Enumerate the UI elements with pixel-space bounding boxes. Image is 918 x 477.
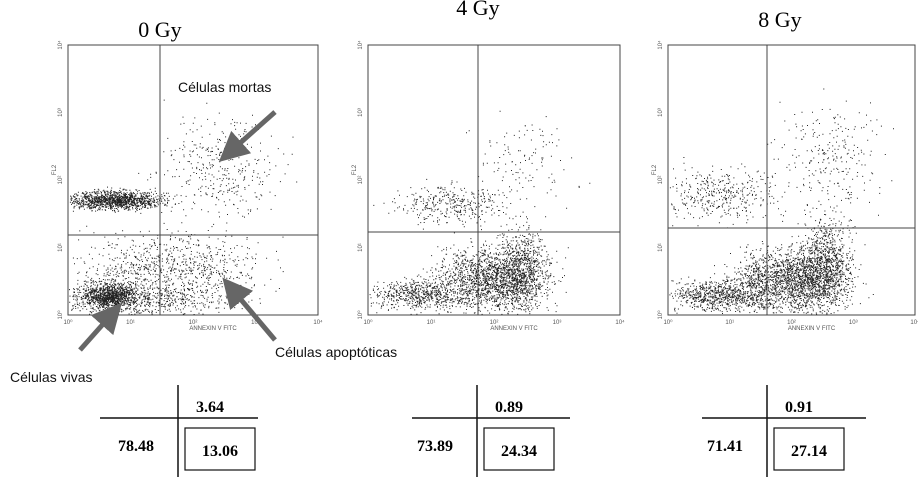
panels: 0 Gy 10⁰ 10¹ 10² 10³ 10⁴ 10⁰ 10¹ 10² 10³ 10⁴ ANNEXI… bbox=[52, 0, 918, 477]
x-tick-label: 10² bbox=[490, 320, 499, 326]
y-tick-label: 10¹ bbox=[658, 243, 664, 252]
y-tick-label: 10⁰ bbox=[57, 310, 64, 320]
x-tick-label: 10³ bbox=[553, 320, 562, 326]
x-tick-label: 10² bbox=[189, 320, 198, 326]
y-tick-label: 10² bbox=[58, 176, 64, 185]
x-tick-label: 10⁴ bbox=[313, 319, 323, 326]
x-tick-label: 10⁰ bbox=[663, 319, 673, 326]
cell-dots bbox=[69, 99, 298, 315]
arrow bbox=[78, 302, 122, 352]
panel-title: 8 Gy bbox=[758, 7, 801, 32]
quadrant-value: 0.91 bbox=[785, 399, 813, 416]
y-axis-label: FL2 bbox=[652, 164, 658, 175]
value-box bbox=[773, 427, 845, 471]
y-tick-label: 10³ bbox=[358, 108, 364, 117]
plot-frame bbox=[67, 44, 319, 316]
x-tick-label: 10² bbox=[787, 320, 796, 326]
annotation: Células vivas bbox=[10, 369, 92, 385]
annotation: Células mortas bbox=[178, 79, 271, 95]
quadrant-value: 27.14 bbox=[791, 443, 827, 460]
arrow bbox=[222, 277, 277, 342]
cell-dots bbox=[369, 110, 591, 315]
plot-frame bbox=[667, 44, 916, 316]
x-tick-label: 10¹ bbox=[725, 320, 734, 326]
x-tick-label: 10³ bbox=[849, 320, 858, 326]
value-box bbox=[184, 427, 256, 471]
x-tick-label: 10³ bbox=[251, 320, 260, 326]
y-tick-label: 10⁰ bbox=[357, 310, 364, 320]
arrow bbox=[218, 110, 277, 162]
y-axis-label: FL2 bbox=[352, 164, 358, 175]
y-tick-label: 10⁴ bbox=[57, 40, 64, 50]
y-tick-label: 10² bbox=[358, 176, 364, 185]
x-axis-label: ANNEXIN V FITC bbox=[189, 326, 237, 332]
quadrant-value: 0.89 bbox=[495, 399, 523, 416]
value-box bbox=[483, 427, 555, 471]
quadrant-value: 71.41 bbox=[707, 438, 743, 455]
quadrant-value: 13.06 bbox=[202, 443, 238, 460]
y-tick-label: 10² bbox=[658, 176, 664, 185]
plot-frame bbox=[367, 44, 621, 316]
x-tick-label: 10¹ bbox=[427, 320, 436, 326]
x-axis-label: ANNEXIN V FITC bbox=[490, 326, 538, 332]
annotation: Células apoptóticas bbox=[275, 344, 397, 360]
x-tick-label: 10⁰ bbox=[63, 319, 73, 326]
y-tick-label: 10⁴ bbox=[657, 40, 664, 50]
y-tick-label: 10³ bbox=[658, 108, 664, 117]
y-tick-label: 10¹ bbox=[358, 243, 364, 252]
quadrant-value: 73.89 bbox=[417, 438, 453, 455]
panel-title: 4 Gy bbox=[456, 0, 499, 20]
x-axis-label: ANNEXIN V FITC bbox=[788, 326, 836, 332]
x-tick-label: 10⁴ bbox=[615, 319, 625, 326]
y-tick-label: 10³ bbox=[58, 108, 64, 117]
panel-title: 0 Gy bbox=[138, 17, 181, 42]
x-tick-label: 10¹ bbox=[126, 320, 135, 326]
y-tick-label: 10¹ bbox=[58, 243, 64, 252]
quadrant-value: 24.34 bbox=[501, 443, 537, 460]
y-axis-label: FL2 bbox=[52, 164, 58, 175]
x-tick-label: 10⁴ bbox=[910, 319, 918, 326]
y-tick-label: 10⁰ bbox=[657, 310, 664, 320]
quadrant-value: 78.48 bbox=[118, 438, 154, 455]
y-tick-label: 10⁴ bbox=[357, 40, 364, 50]
quadrant-value: 3.64 bbox=[196, 399, 224, 416]
cell-dots bbox=[669, 88, 894, 315]
x-tick-label: 10⁰ bbox=[363, 319, 373, 326]
